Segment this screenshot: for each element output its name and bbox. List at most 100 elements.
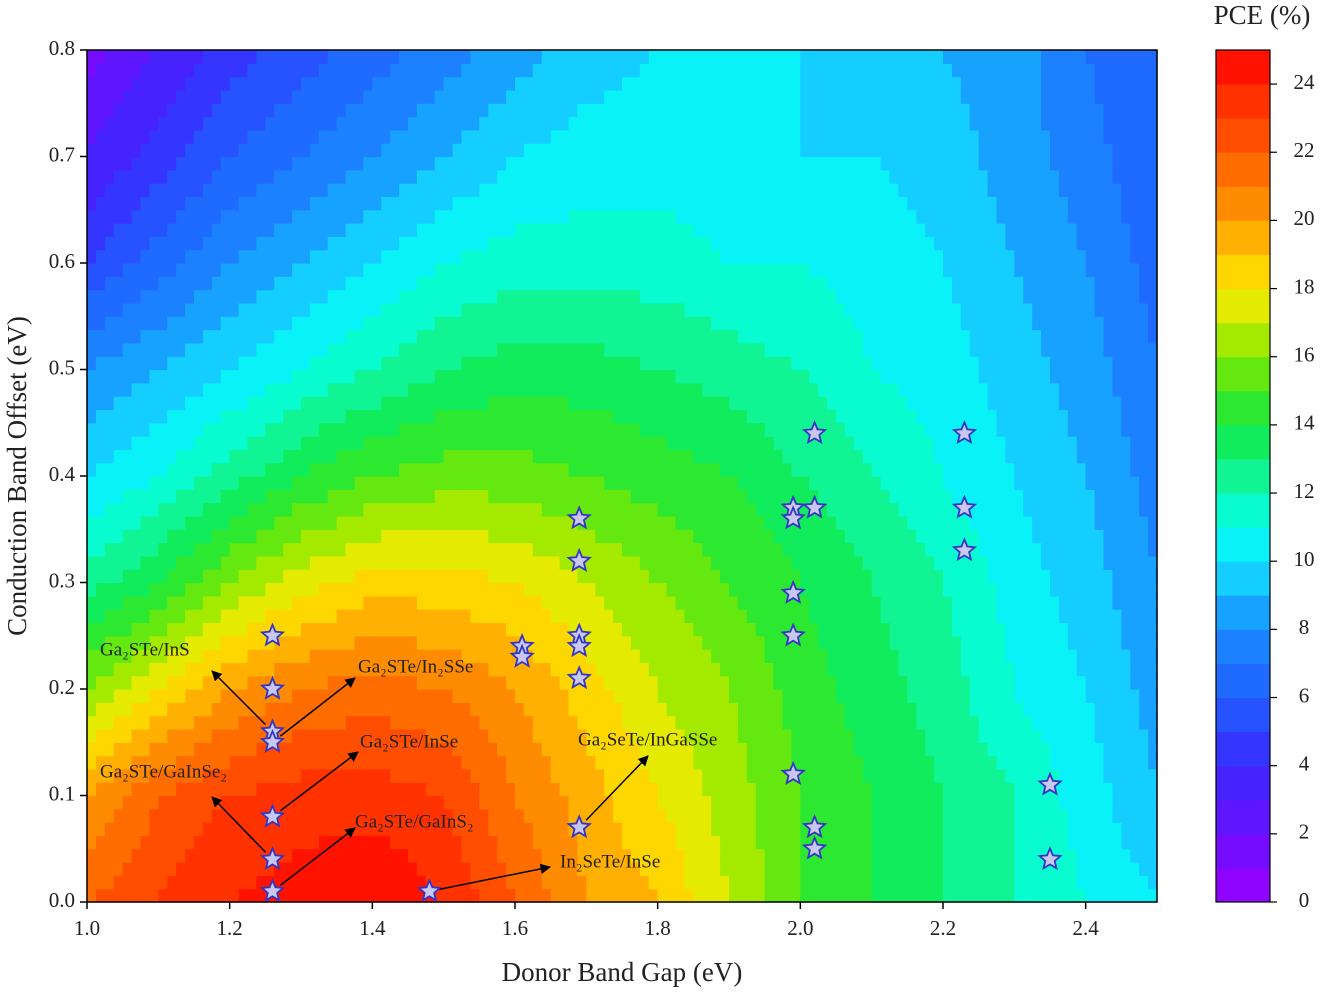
contour-cell (265, 715, 275, 730)
contour-cell (131, 835, 142, 850)
contour-cell (648, 462, 659, 477)
contour-cell (604, 782, 614, 797)
contour-cell (354, 436, 365, 450)
contour-cell (256, 356, 266, 371)
contour-cell (211, 462, 222, 477)
contour-cell (265, 263, 275, 277)
contour-cell (390, 569, 400, 584)
contour-cell (292, 569, 302, 584)
contour-cell (880, 755, 891, 770)
contour-cell (292, 622, 302, 637)
contour-cell (416, 515, 427, 530)
contour-cell (613, 476, 623, 490)
contour-cell (479, 755, 489, 770)
contour-cell (1005, 768, 1015, 783)
contour-cell (506, 422, 516, 437)
contour-cell (1094, 728, 1105, 743)
contour-cell (648, 835, 659, 850)
contour-cell (996, 555, 1007, 570)
contour-cell (140, 422, 151, 437)
contour-cell (844, 476, 855, 490)
contour-cell (1076, 755, 1087, 770)
contour-cell (461, 649, 472, 663)
contour-cell (381, 569, 391, 584)
contour-cell (443, 449, 454, 464)
contour-cell (283, 382, 293, 397)
contour-cell (104, 555, 115, 570)
contour-cell (764, 848, 775, 863)
contour-cell (622, 728, 632, 743)
contour-cell (853, 569, 864, 584)
contour-cell (1067, 649, 1078, 663)
contour-cell (720, 808, 730, 823)
contour-cell (1032, 715, 1042, 730)
contour-cell (1058, 782, 1069, 797)
contour-cell (550, 635, 561, 650)
contour-cell (363, 755, 373, 770)
contour-cell (657, 436, 668, 450)
contour-cell (1130, 529, 1140, 544)
contour-cell (711, 555, 721, 570)
contour-cell (791, 462, 801, 477)
contour-cell (916, 382, 926, 397)
contour-cell (372, 582, 382, 597)
contour-cell (247, 542, 258, 557)
contour-cell (755, 675, 766, 690)
contour-cell (488, 875, 498, 890)
contour-cell (577, 449, 587, 464)
contour-cell (720, 542, 730, 557)
contour-cell (220, 436, 231, 450)
contour-cell (657, 728, 668, 743)
contour-cell (630, 635, 641, 650)
contour-cell (951, 396, 962, 411)
contour-cell (95, 848, 106, 863)
contour-cell (862, 689, 873, 703)
contour-cell (292, 263, 302, 277)
contour-cell (274, 875, 284, 890)
contour-cell (818, 835, 828, 850)
contour-cell (211, 609, 222, 624)
contour-cell (327, 835, 338, 850)
contour-cell (301, 662, 311, 677)
contour-cell (559, 702, 570, 717)
contour-cell (1005, 476, 1015, 490)
contour-cell (541, 742, 552, 757)
contour-cell (372, 662, 382, 677)
contour-cell (113, 768, 124, 783)
contour-cell (675, 635, 686, 650)
contour-cell (443, 808, 454, 823)
contour-cell (292, 529, 302, 544)
contour-cell (1112, 888, 1122, 903)
contour-cell (1058, 715, 1069, 730)
contour-cell (951, 808, 962, 823)
contour-cell (657, 502, 668, 517)
contour-cell (791, 835, 801, 850)
contour-cell (1032, 396, 1042, 411)
contour-cell (194, 595, 204, 610)
contour-cell (363, 489, 373, 504)
contour-cell (1130, 369, 1140, 384)
contour-cell (586, 768, 596, 783)
contour-cell (158, 862, 168, 876)
contour-cell (711, 715, 721, 730)
contour-cell (140, 555, 151, 570)
contour-cell (408, 396, 418, 411)
contour-cell (1130, 728, 1140, 743)
contour-cell (425, 515, 436, 530)
contour-cell (836, 555, 846, 570)
contour-cell (497, 728, 507, 743)
contour-cell (461, 768, 472, 783)
contour-cell (853, 822, 864, 837)
contour-cell (515, 569, 525, 584)
contour-cell (506, 689, 516, 703)
contour-cell (336, 835, 347, 850)
contour-cell (782, 449, 793, 464)
contour-cell (354, 555, 365, 570)
contour-cell (773, 822, 784, 837)
contour-cell (532, 675, 543, 690)
contour-cell (729, 382, 739, 397)
contour-cell (327, 848, 338, 863)
contour-cell (167, 476, 177, 490)
contour-cell (292, 582, 302, 597)
contour-cell (256, 515, 266, 530)
